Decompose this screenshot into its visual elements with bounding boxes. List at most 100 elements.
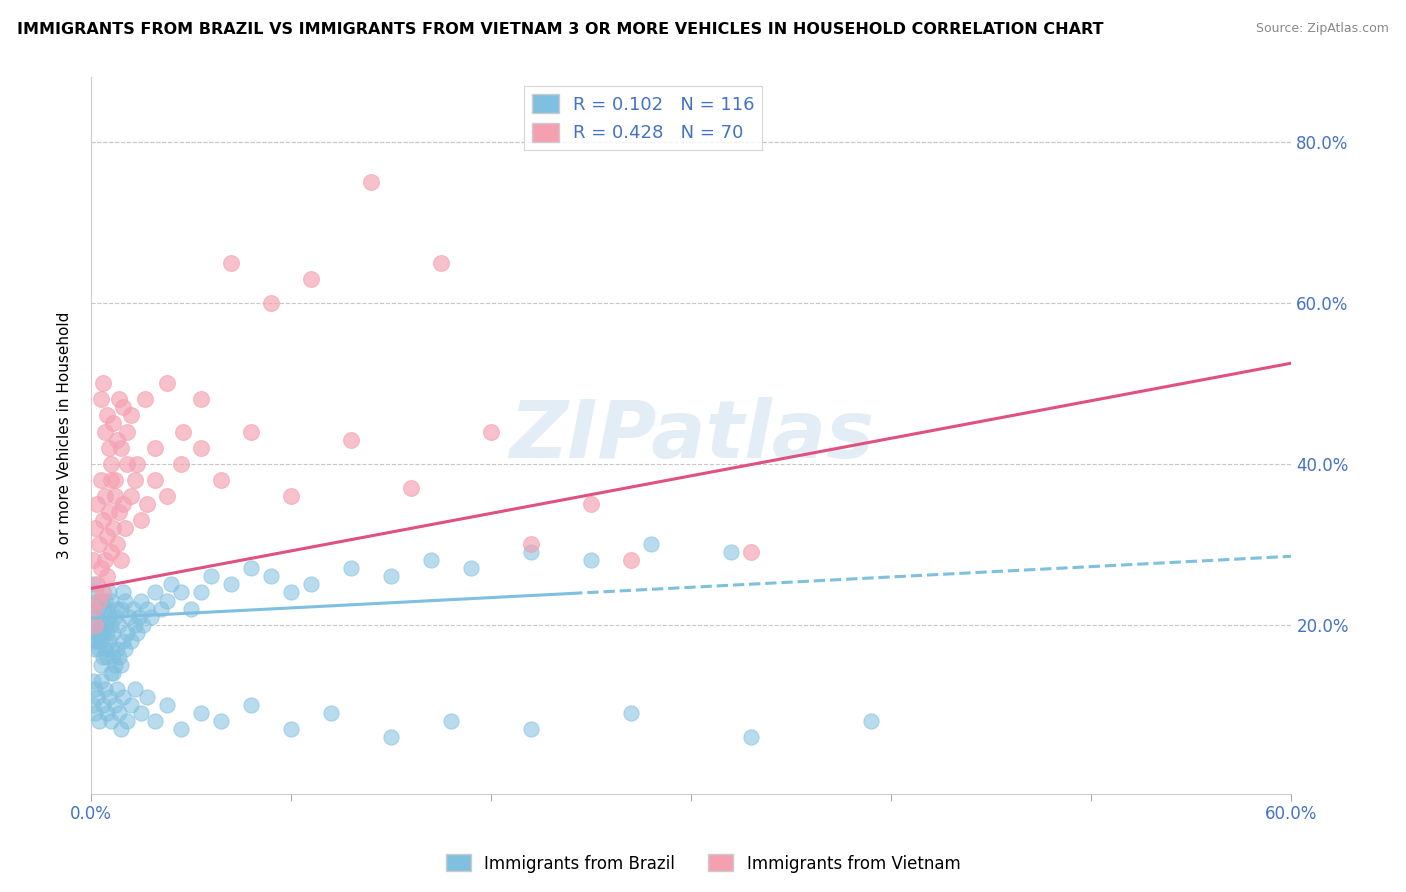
Point [100,714,122,729]
Point [82,601,104,615]
Point [110,723,132,737]
Point [101,649,124,664]
Point [101,417,124,431]
Point [114,521,136,535]
Point [143,714,166,729]
Point [82,601,104,615]
Point [94,681,117,696]
Point [94,593,117,607]
Point [94,489,117,503]
Point [86,497,108,511]
Point [96,409,118,423]
Point [97,609,120,624]
Point [84,641,107,656]
Point [134,392,156,407]
Point [108,505,131,519]
Point [640,537,662,551]
Point [111,497,134,511]
Point [108,392,131,407]
Point [136,601,159,615]
Point [84,625,107,640]
Point [104,489,127,503]
Point [100,457,122,471]
Point [90,392,112,407]
Point [139,609,162,624]
Point [105,641,128,656]
Point [720,545,742,559]
Point [100,473,122,487]
Point [111,585,134,599]
Point [520,537,543,551]
Point [170,457,193,471]
Point [143,585,166,599]
Point [105,537,128,551]
Point [120,409,142,423]
Point [90,657,112,672]
Point [91,649,114,664]
Point [299,577,322,591]
Point [87,601,110,615]
Point [200,569,222,583]
Point [91,601,114,615]
Point [125,457,148,471]
Point [97,633,120,648]
Point [110,601,132,615]
Point [240,561,263,575]
Point [170,723,193,737]
Text: Source: ZipAtlas.com: Source: ZipAtlas.com [1256,22,1389,36]
Point [96,569,118,583]
Point [319,706,342,721]
Point [124,681,146,696]
Point [84,706,107,721]
Point [440,714,463,729]
Point [94,425,117,439]
Point [111,633,134,648]
Point [86,617,108,632]
Point [156,376,179,391]
Point [149,601,172,615]
Point [190,441,212,455]
Point [84,521,107,535]
Point [240,425,263,439]
Point [91,376,114,391]
Point [380,569,402,583]
Point [114,641,136,656]
Point [100,545,122,559]
Point [170,585,193,599]
Point [82,673,104,688]
Point [579,553,602,567]
Point [100,665,122,680]
Point [91,698,114,713]
Point [84,609,107,624]
Point [143,441,166,455]
Point [105,433,128,447]
Point [399,481,422,495]
Point [104,698,127,713]
Point [87,641,110,656]
Point [620,553,643,567]
Point [111,690,134,705]
Point [124,473,146,487]
Point [520,723,543,737]
Point [97,585,120,599]
Point [105,681,128,696]
Point [340,433,363,447]
Text: IMMIGRANTS FROM BRAZIL VS IMMIGRANTS FROM VIETNAM 3 OR MORE VEHICLES IN HOUSEHOL: IMMIGRANTS FROM BRAZIL VS IMMIGRANTS FRO… [17,22,1104,37]
Point [96,625,118,640]
Point [97,690,120,705]
Point [90,617,112,632]
Point [115,457,138,471]
Point [115,714,138,729]
Point [96,529,118,543]
Point [111,401,134,415]
Point [122,601,145,615]
Point [420,553,443,567]
Point [280,489,302,503]
Point [94,641,117,656]
Point [240,698,263,713]
Point [82,553,104,567]
Point [114,593,136,607]
Point [115,625,138,640]
Point [97,505,120,519]
Point [120,489,142,503]
